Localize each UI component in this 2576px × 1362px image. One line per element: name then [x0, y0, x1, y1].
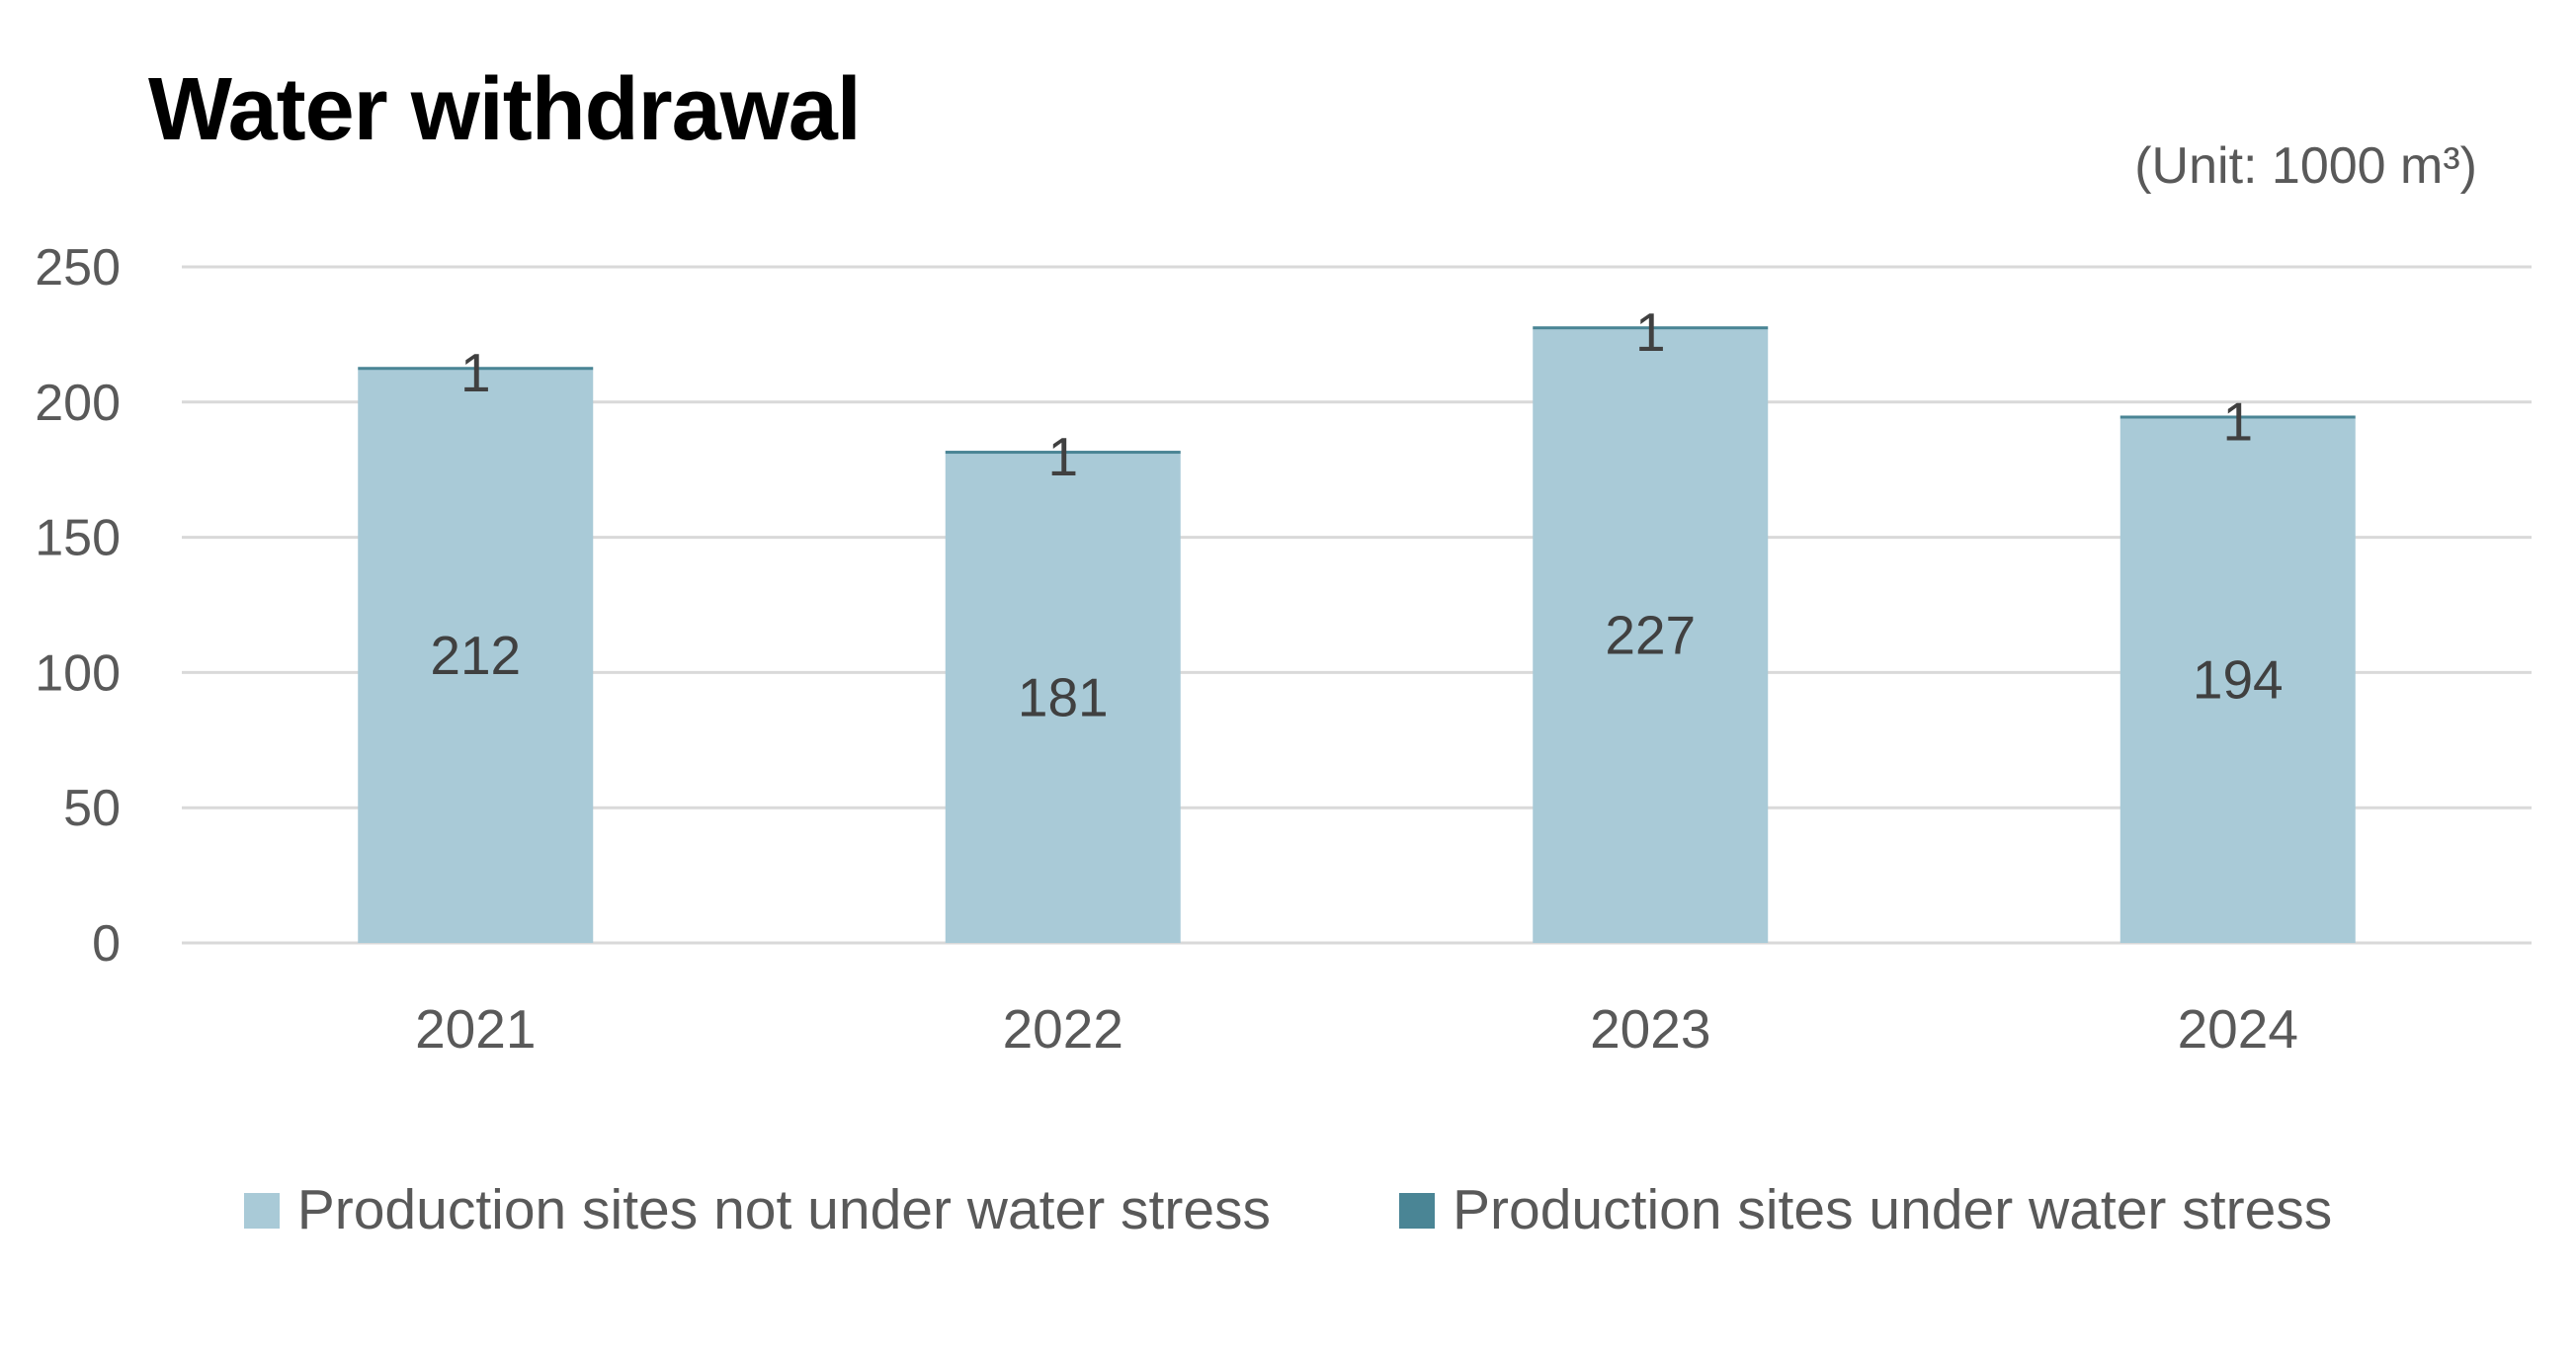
legend-label-not-under-stress: Production sites not under water stress — [296, 1178, 1272, 1241]
y-tick-label: 50 — [63, 780, 121, 837]
bar-under-stress — [2119, 415, 2356, 419]
y-tick-label: 100 — [35, 644, 121, 702]
y-tick-label: 200 — [35, 375, 121, 432]
chart-title: Water withdrawal — [148, 60, 862, 159]
data-label-under-stress: 1 — [2222, 390, 2253, 452]
legend: Production sites not under water stress … — [0, 1182, 2576, 1238]
bar-not-under-stress — [2119, 418, 2356, 943]
bar-under-stress — [945, 451, 1181, 455]
bar-under-stress — [358, 367, 594, 371]
x-tick-label: 2023 — [1590, 998, 1710, 1060]
data-label-not-under-stress: 181 — [1018, 666, 1109, 727]
y-tick-label: 0 — [92, 915, 121, 973]
data-label-not-under-stress: 227 — [1605, 604, 1696, 665]
data-label-not-under-stress: 194 — [2193, 649, 2284, 711]
legend-label-under-stress: Production sites under water stress — [1453, 1178, 2333, 1241]
data-label-under-stress: 1 — [1635, 301, 1666, 363]
legend-swatch-not-under-stress — [243, 1192, 280, 1229]
bar-under-stress — [1533, 326, 1769, 330]
x-tick-label: 2022 — [1003, 998, 1123, 1060]
x-tick-label: 2024 — [2178, 998, 2298, 1060]
legend-item-not-under-stress: Production sites not under water stress — [243, 1178, 1272, 1241]
bar-not-under-stress — [358, 369, 594, 943]
legend-item-under-stress: Production sites under water stress — [1399, 1182, 2332, 1238]
y-tick-label: 250 — [35, 239, 121, 297]
data-label-under-stress: 1 — [1047, 426, 1078, 487]
bar-not-under-stress — [1533, 328, 1769, 944]
unit-label: (Unit: 1000 m³) — [2134, 137, 2477, 195]
y-tick-label: 150 — [35, 510, 121, 567]
bar-not-under-stress — [945, 453, 1181, 943]
legend-swatch-under-stress — [1399, 1192, 1436, 1229]
data-label-not-under-stress: 212 — [430, 625, 521, 686]
data-label-under-stress: 1 — [460, 342, 491, 403]
x-tick-label: 2021 — [415, 998, 536, 1060]
